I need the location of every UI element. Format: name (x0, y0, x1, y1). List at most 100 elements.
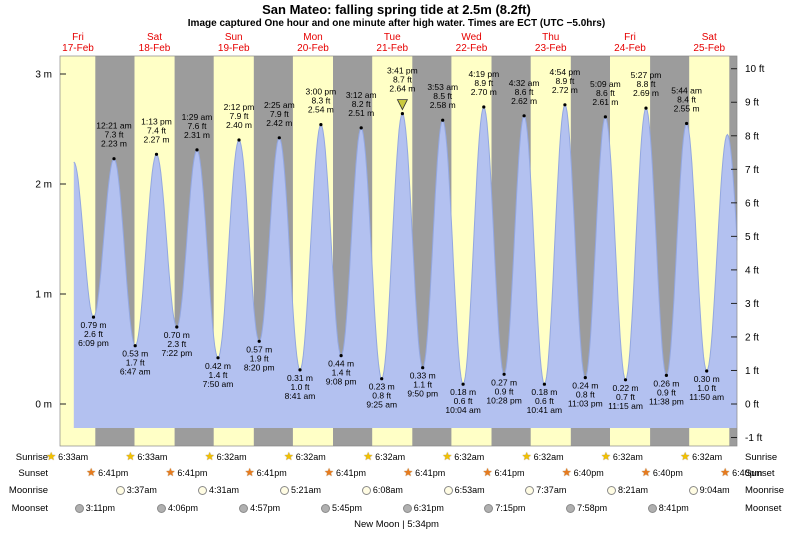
tide-event-annotation: 1.4 ft (209, 370, 229, 380)
tide-event-annotation: 2.55 m (674, 104, 700, 114)
tide-event-annotation: 0.18 m (531, 387, 557, 397)
sunset-time: 6:40pm (732, 468, 763, 478)
sunrise-time: 6:32am (375, 452, 406, 462)
tide-event-annotation: 0.70 m (164, 330, 190, 340)
sunset-star-icon: ★ (720, 466, 731, 479)
sunset-star-icon: ★ (403, 466, 414, 479)
tide-event-annotation: 0.53 m (122, 349, 148, 359)
moonset-circle-icon (484, 503, 494, 513)
tide-event-annotation: 8.5 ft (433, 91, 453, 101)
row-label-moonset-right: Moonset (745, 503, 782, 514)
day-label-dow: Fri (72, 32, 84, 43)
tide-event-annotation: 0.33 m (410, 371, 436, 381)
tide-event-dot (623, 378, 628, 382)
tide-event-annotation: 9:08 pm (326, 377, 357, 387)
tide-event-dot (644, 106, 648, 110)
moonrise-time: 7:37am (536, 485, 567, 495)
moonset-circle-icon (566, 503, 576, 513)
tide-event-annotation: 8.8 ft (637, 79, 657, 89)
moonset-time: 6:31pm (413, 503, 444, 513)
sunrise-time: 6:32am (216, 452, 247, 462)
right-axis-label: 6 ft (745, 198, 759, 209)
right-axis-label: 3 ft (745, 299, 759, 310)
tide-event-annotation: 8.9 ft (555, 76, 575, 86)
tide-event-annotation: 5:44 am (671, 86, 702, 96)
tide-event-dot (359, 126, 363, 130)
tide-event-annotation: 0.42 m (205, 361, 231, 371)
tide-event-annotation: 9:50 pm (407, 389, 438, 399)
moonrise-time: 3:37am (126, 485, 157, 495)
moonset-entry: 4:57pm (239, 503, 280, 513)
sunrise-entry: ★ 6:32am (204, 450, 247, 463)
day-label-date: 23-Feb (535, 43, 567, 54)
row-label-sunset-right: Sunset (745, 468, 775, 479)
day-label-date: 20-Feb (297, 43, 329, 54)
day-label-date: 17-Feb (62, 43, 94, 54)
tide-event-dot (603, 115, 608, 119)
moonrise-time: 5:21am (291, 485, 322, 495)
moonrise-circle-icon (115, 485, 125, 495)
tide-event-dot (563, 103, 567, 107)
tide-event-annotation: 5:27 pm (631, 70, 662, 80)
moonset-entry: 4:06pm (157, 503, 198, 513)
sunset-star-icon: ★ (165, 466, 176, 479)
moonset-entry: 5:45pm (321, 503, 362, 513)
tide-event-annotation: 2:25 am (264, 100, 295, 110)
day-label-date: 22-Feb (456, 43, 488, 54)
tide-event-annotation: 2.31 m (184, 130, 210, 140)
moonset-time: 4:57pm (250, 503, 281, 513)
sunset-star-icon: ★ (86, 466, 97, 479)
row-label-sunrise-right: Sunrise (745, 452, 778, 463)
page-title: San Mateo: falling spring tide at 2.5m (… (262, 2, 531, 17)
sunrise-entry: ★ 6:32am (601, 451, 643, 462)
left-axis-label: 3 m (35, 70, 52, 81)
sunset-star-icon: ★ (641, 466, 651, 479)
tide-event-annotation: 1.1 ft (413, 380, 433, 390)
tide-event-annotation: 8.6 ft (596, 88, 616, 98)
row-label-sunrise-left: Sunrise (15, 452, 48, 463)
tide-event-dot (216, 356, 220, 360)
tide-event-annotation: 4:19 pm (468, 69, 499, 79)
right-axis-label: 2 ft (745, 332, 759, 343)
moonset-entry: 6:31pm (402, 503, 444, 513)
moonrise-circle-icon (198, 485, 207, 495)
tide-event-annotation: 3:00 pm (306, 87, 337, 97)
sunset-time: 6:41pm (494, 468, 525, 478)
tide-event-annotation: 2.3 ft (167, 339, 187, 349)
moonset-time: 5:45pm (332, 503, 363, 513)
sunrise-star-icon: ★ (442, 450, 453, 463)
tide-event-annotation: 7:22 pm (161, 348, 192, 358)
tide-event-annotation: 11:50 am (689, 392, 724, 402)
tide-event-annotation: 0.31 m (287, 373, 313, 383)
tide-event-annotation: 4:54 pm (550, 67, 581, 77)
moonrise-circle-icon (525, 485, 535, 495)
moonrise-entry: 9:04am (688, 485, 730, 495)
tide-event-annotation: 0.30 m (694, 374, 720, 384)
moonset-time: 4:06pm (168, 503, 199, 513)
sunset-star-icon: ★ (244, 466, 255, 479)
page-subtitle: Image captured One hour and one minute a… (187, 18, 606, 29)
moonset-circle-icon (157, 503, 166, 513)
tide-event-annotation: 3:41 pm (387, 66, 418, 76)
right-axis-label: 8 ft (745, 131, 759, 142)
sunrise-time: 6:32am (454, 452, 485, 462)
sunset-time: 6:41pm (256, 468, 287, 478)
tide-event-dot (705, 369, 709, 373)
sunrise-star-icon: ★ (204, 450, 215, 463)
day-label-date: 18-Feb (139, 43, 171, 54)
tide-event-annotation: 11:38 pm (649, 396, 684, 406)
tide-event-annotation: 2.70 m (471, 87, 497, 97)
sunset-entry: ★ 6:40pm (641, 466, 683, 479)
moonrise-entry: 6:08am (361, 485, 403, 495)
tide-event-annotation: 0.44 m (328, 359, 354, 369)
tide-event-dot (339, 354, 343, 358)
tide-event-annotation: 2.58 m (430, 100, 456, 110)
tide-event-dot (380, 377, 384, 381)
tide-event-dot (664, 373, 669, 377)
sunset-entry: ★ 6:41pm (483, 467, 525, 478)
sunset-time: 6:40pm (573, 468, 604, 478)
sunset-time: 6:41pm (98, 468, 129, 478)
row-label-moonrise-left: Moonrise (8, 485, 48, 496)
day-label-date: 24-Feb (614, 43, 646, 54)
sunrise-star-icon: ★ (125, 450, 136, 463)
